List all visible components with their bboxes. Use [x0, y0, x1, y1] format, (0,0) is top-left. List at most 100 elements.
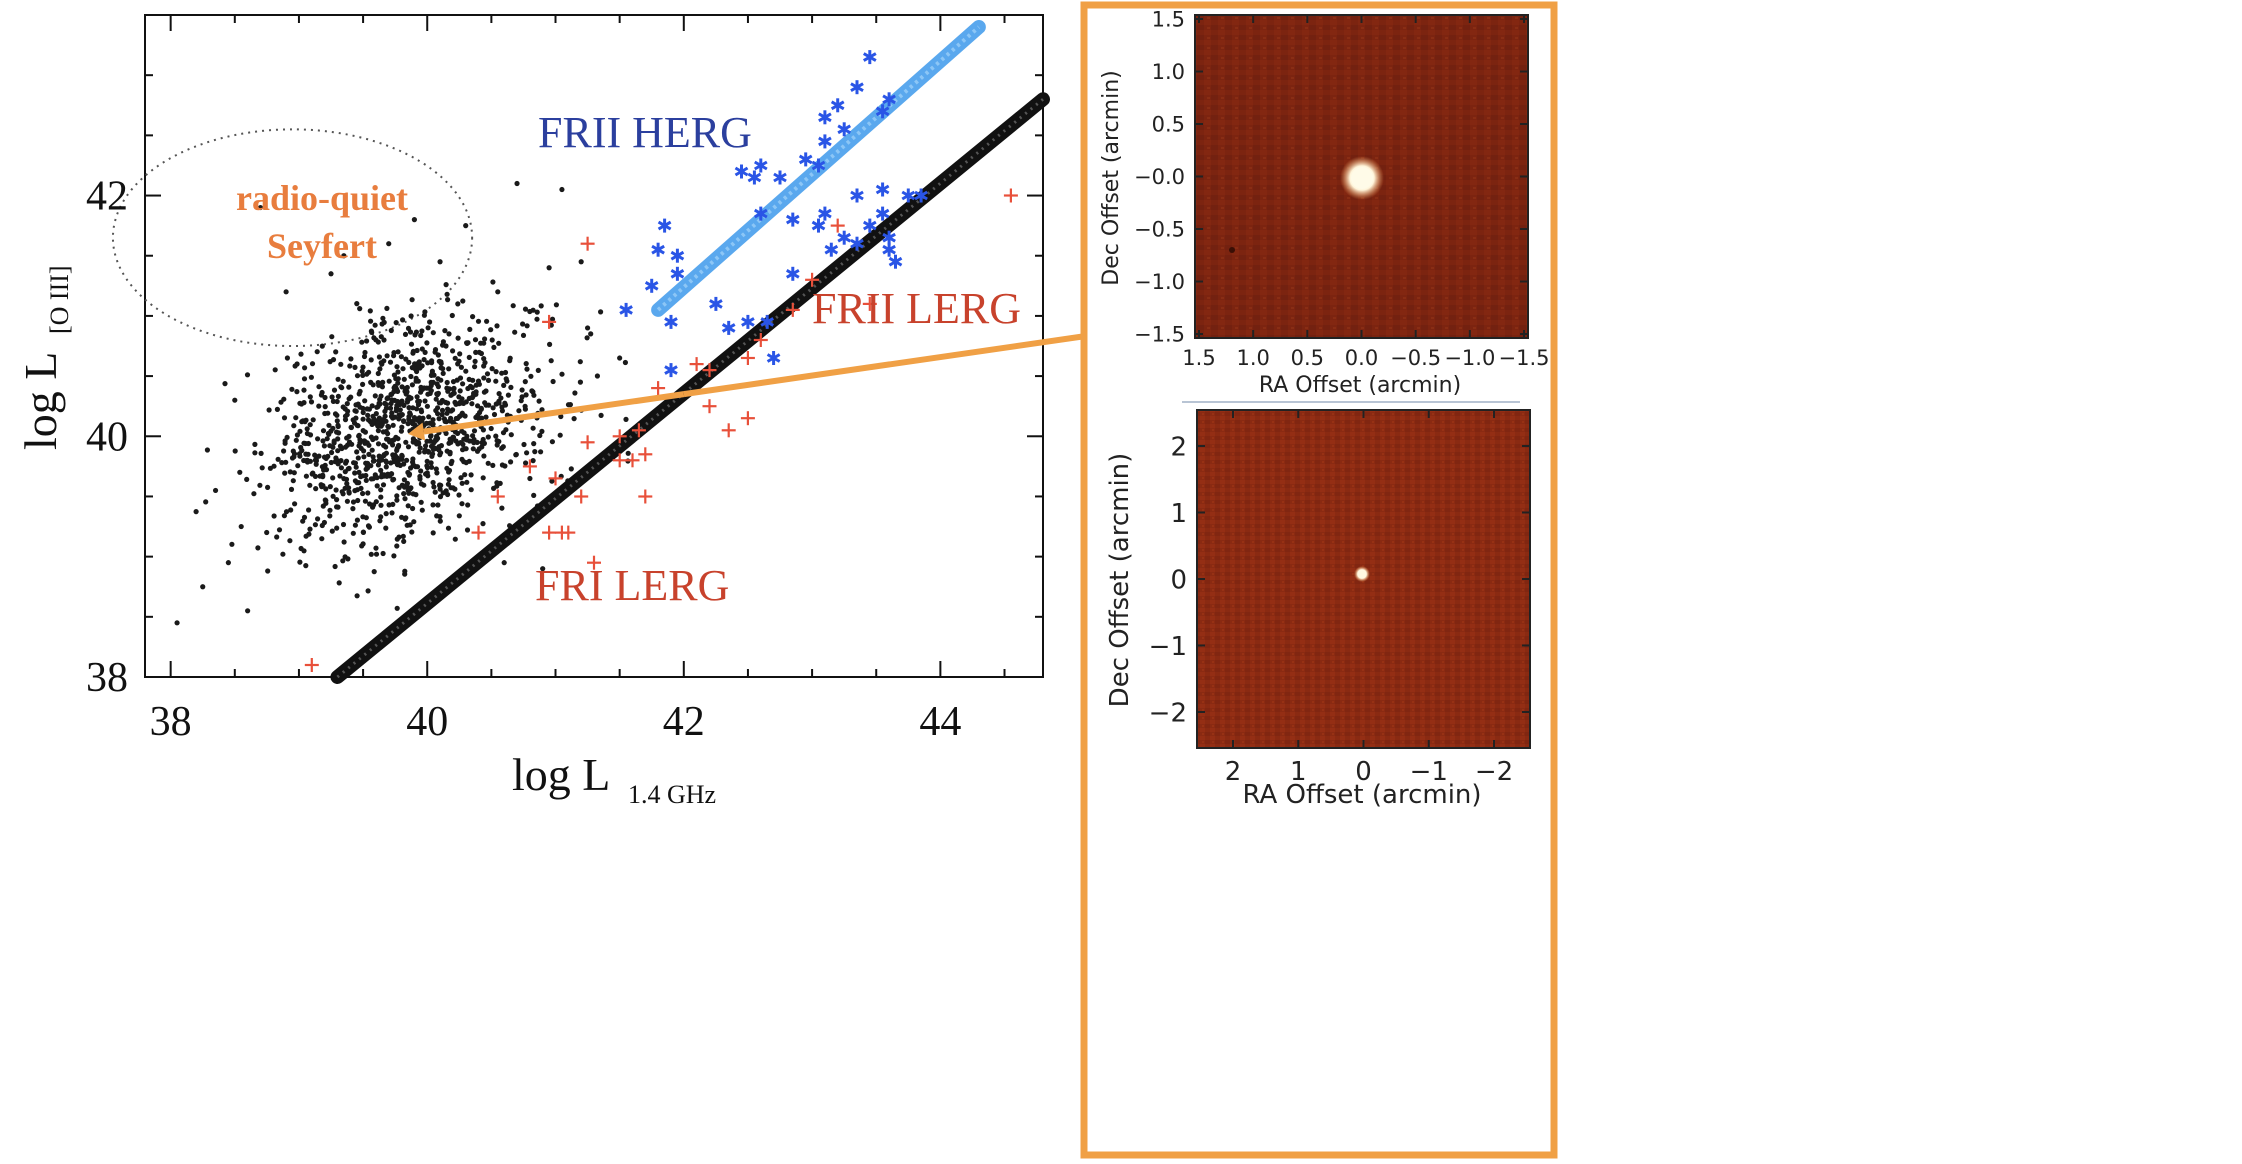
- seyfert-point: [507, 358, 513, 364]
- lerg-point: [612, 429, 627, 444]
- seyfert-point: [335, 376, 341, 382]
- seyfert-point: [399, 424, 405, 430]
- seyfert-point: [442, 328, 448, 334]
- seyfert-point: [452, 355, 458, 361]
- seyfert-point: [424, 465, 431, 471]
- seyfert-point: [413, 329, 419, 335]
- x-tick-label: 42: [663, 699, 705, 745]
- seyfert-point: [532, 449, 538, 455]
- seyfert-point: [322, 394, 328, 401]
- seyfert-point: [320, 438, 326, 444]
- seyfert-point: [369, 447, 375, 453]
- seyfert-point: [346, 490, 352, 496]
- seyfert-point: [252, 441, 258, 447]
- seyfert-point: [390, 477, 396, 483]
- seyfert-point: [530, 458, 536, 464]
- seyfert-point: [577, 379, 584, 385]
- seyfert-point: [316, 403, 322, 409]
- frii-lerg-label: FRII LERG: [812, 284, 1021, 333]
- seyfert-point: [403, 439, 409, 445]
- seyfert-point: [383, 510, 389, 517]
- seyfert-point: [440, 366, 446, 372]
- seyfert-point: [398, 354, 404, 360]
- inset-x-tick-label: −1.0: [1444, 346, 1495, 370]
- seyfert-point: [390, 422, 396, 428]
- frii-herg-point: [850, 236, 864, 251]
- seyfert-point: [496, 340, 502, 346]
- seyfert-point: [430, 502, 436, 508]
- axis-ticks: [145, 14, 1043, 678]
- lerg-point: [740, 411, 755, 426]
- seyfert-point: [281, 415, 288, 421]
- bottom-x-axis-label: RA Offset (arcmin): [1242, 780, 1481, 810]
- seyfert-point: [360, 364, 366, 370]
- seyfert-point: [404, 384, 410, 391]
- seyfert-point: [429, 370, 435, 376]
- seyfert-point: [424, 385, 430, 391]
- seyfert-point: [302, 365, 308, 371]
- seyfert-point: [469, 394, 475, 401]
- seyfert-point: [401, 491, 407, 497]
- seyfert-point: [354, 487, 360, 493]
- seyfert-point: [328, 459, 334, 466]
- inset-x-tick-label: 2: [1225, 757, 1242, 787]
- seyfert-point: [481, 389, 487, 395]
- frii-herg-point: [766, 351, 781, 365]
- seyfert-point: [530, 307, 536, 313]
- bottom-image-ticks: [1197, 410, 1530, 748]
- seyfert-point: [307, 482, 313, 488]
- top-image-ticks: [1195, 15, 1528, 338]
- seyfert-point: [322, 404, 328, 410]
- frii-herg-point: [747, 170, 762, 185]
- seyfert-point: [378, 393, 384, 399]
- seyfert-point: [530, 425, 536, 431]
- seyfert-point: [378, 502, 384, 508]
- seyfert-point: [362, 398, 368, 404]
- seyfert-point: [448, 415, 454, 421]
- seyfert-point: [464, 340, 470, 346]
- seyfert-point: [364, 338, 370, 344]
- seyfert-point: [308, 399, 315, 405]
- seyfert-point: [360, 514, 366, 520]
- seyfert-point: [433, 396, 439, 402]
- frii-herg-point: [818, 206, 832, 221]
- seyfert-point: [559, 371, 565, 377]
- inset-x-tick-label: −1: [1410, 757, 1448, 787]
- seyfert-point: [328, 428, 334, 434]
- seyfert-point: [414, 347, 420, 354]
- seyfert-point: [310, 417, 316, 423]
- seyfert-point: [393, 320, 399, 326]
- lerg-point: [651, 381, 666, 396]
- seyfert-point: [410, 350, 416, 356]
- seyfert-point: [204, 447, 210, 453]
- seyfert-point: [622, 359, 629, 366]
- seyfert-point: [376, 415, 382, 421]
- seyfert-point: [588, 331, 594, 337]
- seyfert-point: [476, 349, 482, 355]
- seyfert-point: [244, 476, 250, 482]
- seyfert-point: [321, 519, 327, 526]
- seyfert-point: [408, 341, 415, 347]
- lerg-point: [542, 525, 557, 540]
- seyfert-point: [395, 349, 401, 355]
- seyfert-point: [319, 343, 325, 349]
- seyfert-point: [548, 358, 554, 364]
- lerg-point: [587, 555, 601, 570]
- seyfert-point: [414, 406, 420, 412]
- top-x-tick-labels: 1.5 1.0 0.5 0.0 −0.5 −1.0 −1.5: [1182, 346, 1549, 370]
- seyfert-point: [482, 336, 488, 342]
- lerg-point: [574, 489, 589, 504]
- seyfert-point: [350, 506, 356, 512]
- seyfert-point: [264, 529, 270, 536]
- seyfert-point: [271, 513, 277, 519]
- seyfert-point: [538, 449, 544, 455]
- seyfert-point: [445, 297, 451, 303]
- seyfert-point: [222, 381, 228, 387]
- seyfert-point: [383, 525, 389, 531]
- seyfert-point: [358, 474, 364, 480]
- seyfert-point: [405, 444, 412, 450]
- seyfert-point: [394, 497, 400, 503]
- lerg-point: [625, 453, 640, 468]
- seyfert-point: [490, 462, 496, 468]
- seyfert-point: [422, 398, 428, 404]
